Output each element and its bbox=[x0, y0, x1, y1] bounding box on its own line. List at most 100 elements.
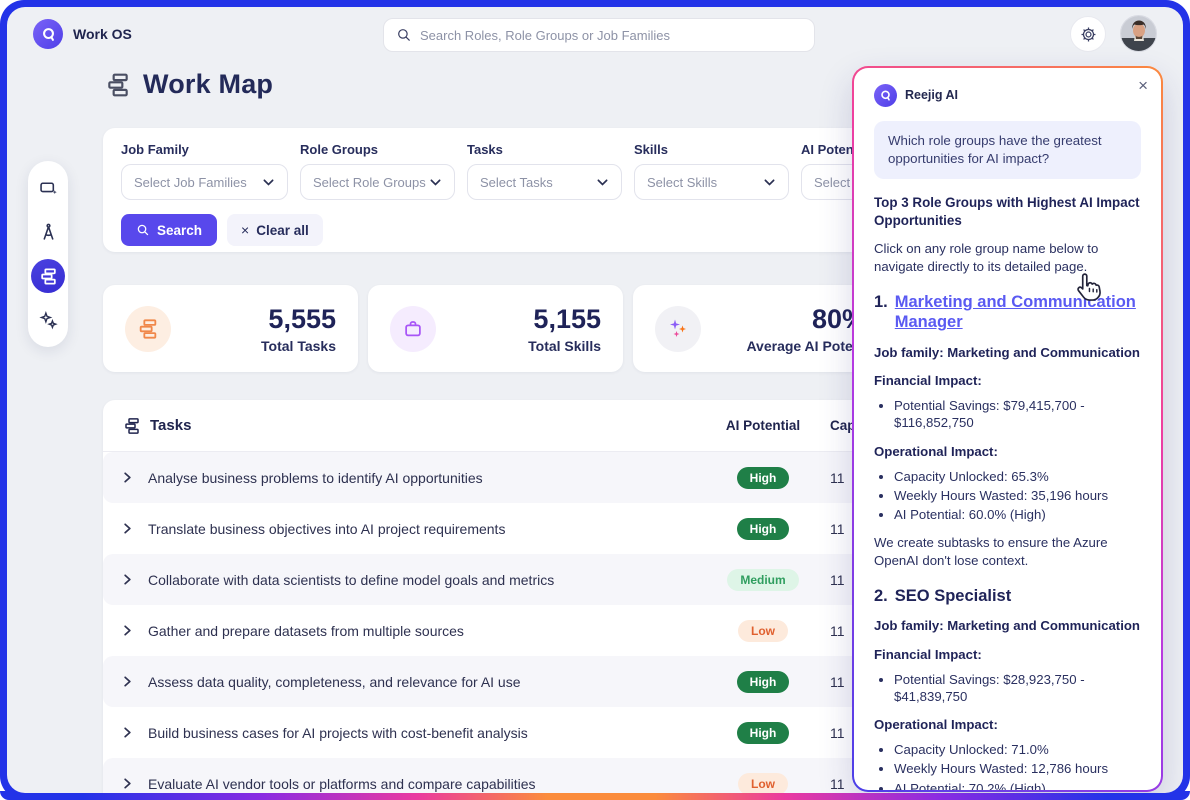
reejig-logo-icon bbox=[33, 19, 63, 49]
table-row[interactable]: Translate business objectives into AI pr… bbox=[103, 503, 888, 554]
task-label: Evaluate AI vendor tools or platforms an… bbox=[148, 775, 536, 792]
sidebar-item-ai[interactable] bbox=[31, 303, 65, 337]
sidebar-item-prompt-canvas[interactable] bbox=[31, 171, 65, 205]
stat-value: 5,155 bbox=[533, 303, 601, 334]
stat-label: Total Skills bbox=[528, 337, 601, 354]
capacity-cell: 11 bbox=[830, 520, 845, 537]
job-family-line: Job family: Marketing and Communication bbox=[874, 344, 1140, 360]
potential-cell: High bbox=[708, 466, 818, 489]
gear-icon bbox=[1081, 27, 1095, 41]
entry-note: We create subtasks to ensure the Azure O… bbox=[874, 535, 1108, 568]
chevron-right-icon[interactable] bbox=[121, 471, 134, 484]
capacity-cell: 11 bbox=[830, 673, 845, 690]
task-label: Gather and prepare datasets from multipl… bbox=[148, 622, 464, 639]
task-label: Analyse business problems to identify AI… bbox=[148, 469, 483, 486]
filter-field: Skills Select Skills bbox=[634, 142, 789, 200]
role-group-link[interactable]: Marketing and Communication Manager bbox=[894, 292, 1136, 332]
page-header: Work Map bbox=[105, 69, 273, 100]
chevron-right-icon[interactable] bbox=[121, 726, 134, 739]
chevron-right-icon[interactable] bbox=[121, 624, 134, 637]
chevron-right-icon[interactable] bbox=[121, 777, 134, 790]
page-title: Work Map bbox=[143, 69, 274, 99]
search-button-label: Search bbox=[157, 222, 203, 238]
side-rail bbox=[28, 161, 68, 347]
ai-potential-badge: Low bbox=[738, 772, 788, 793]
filter-label: Role Groups bbox=[300, 142, 379, 157]
stat-label: Total Tasks bbox=[261, 337, 336, 354]
operational-bullets: Capacity Unlocked: 71.0% Weekly Hours Was… bbox=[874, 741, 1141, 790]
filter-field: Role Groups Select Role Groups bbox=[300, 142, 455, 200]
filter-select[interactable]: Select Role Groups bbox=[300, 164, 455, 200]
answer-intro: Click on any role group name below to na… bbox=[874, 241, 1099, 274]
work-map-stack-icon bbox=[40, 268, 56, 284]
capacity-cell: 11 bbox=[830, 622, 845, 639]
operational-impact-heading: Operational Impact: bbox=[874, 717, 998, 733]
column-capacity: Cap bbox=[830, 418, 856, 433]
task-label: Translate business objectives into AI pr… bbox=[148, 520, 506, 537]
task-label: Build business cases for AI projects wit… bbox=[148, 724, 528, 741]
filter-placeholder: Select Tasks bbox=[480, 174, 553, 190]
table-row[interactable]: Build business cases for AI projects wit… bbox=[103, 707, 888, 758]
impact-bullet: Potential Savings: $79,415,700 - $116,85… bbox=[894, 397, 1141, 431]
potential-cell: High bbox=[708, 517, 818, 540]
potential-cell: High bbox=[708, 670, 818, 693]
reejig-ai-panel: × Reejig AI Which role groups have the g… bbox=[852, 66, 1163, 792]
entry-heading: 1. Marketing and Communication Manager bbox=[874, 292, 1141, 333]
task-label: Collaborate with data scientists to defi… bbox=[148, 571, 555, 588]
potential-cell: Medium bbox=[708, 568, 818, 591]
reejig-ai-panel-body: × Reejig AI Which role groups have the g… bbox=[854, 68, 1161, 790]
screen: Work OS Search Roles, Role Groups or Job… bbox=[7, 7, 1183, 793]
chevron-right-icon[interactable] bbox=[121, 522, 134, 535]
impact-bullet: Capacity Unlocked: 65.3% bbox=[894, 468, 1141, 485]
frame-gradient-bar bbox=[0, 791, 1190, 800]
table-title-label: Tasks bbox=[150, 417, 192, 434]
ai-sparkles-icon bbox=[38, 310, 58, 329]
potential-cell: Low bbox=[708, 619, 818, 642]
filter-actions: Search × Clear all bbox=[121, 214, 847, 246]
stat-value: 80% bbox=[811, 303, 866, 334]
sidebar-item-compass[interactable] bbox=[31, 215, 65, 249]
table-title: Tasks bbox=[123, 417, 708, 435]
filter-select[interactable]: Select Skills bbox=[634, 164, 789, 200]
chat-entries: 1. Marketing and Communication Manager J… bbox=[874, 292, 1141, 790]
hand-cursor-icon bbox=[1077, 273, 1101, 301]
sidebar-item-work-map[interactable] bbox=[31, 259, 65, 293]
chat-brand: Reejig AI bbox=[874, 84, 1141, 107]
search-button[interactable]: Search bbox=[121, 214, 218, 246]
close-icon[interactable]: × bbox=[1138, 76, 1148, 95]
table-row[interactable]: Assess data quality, completeness, and r… bbox=[103, 656, 888, 707]
impact-bullet: AI Potential: 60.0% (High) bbox=[894, 506, 1141, 523]
stat-card: 80% Average AI Potent bbox=[633, 285, 888, 372]
clear-all-button[interactable]: × Clear all bbox=[227, 214, 323, 246]
table-row[interactable]: Collaborate with data scientists to defi… bbox=[103, 554, 888, 605]
stat-card: 5,555 Total Tasks bbox=[103, 285, 358, 372]
stat-icon bbox=[125, 305, 171, 352]
financial-impact-heading: Financial Impact: bbox=[874, 373, 982, 389]
filter-placeholder: Select Skills bbox=[647, 174, 718, 190]
impact-bullet: AI Potential: 70.2% (High) bbox=[894, 780, 1141, 790]
table-row[interactable]: Analyse business problems to identify AI… bbox=[103, 452, 888, 503]
chevron-right-icon[interactable] bbox=[121, 675, 134, 688]
settings-button[interactable] bbox=[1070, 16, 1106, 52]
filter-card: Job Family Select Job Families Role Grou… bbox=[103, 128, 961, 252]
user-avatar[interactable] bbox=[1120, 15, 1157, 52]
filter-label: Skills bbox=[634, 142, 668, 157]
stat-icon bbox=[390, 305, 436, 352]
work-map-stack-icon bbox=[108, 73, 128, 96]
capacity-cell: 11 bbox=[830, 571, 845, 588]
chevron-right-icon[interactable] bbox=[121, 573, 134, 586]
capacity-cell: 11 bbox=[830, 775, 845, 792]
ai-potential-badge: High bbox=[736, 517, 790, 540]
global-search-input[interactable]: Search Roles, Role Groups or Job Familie… bbox=[383, 18, 815, 52]
filter-select[interactable]: Select Job Families bbox=[121, 164, 288, 200]
filter-label: Tasks bbox=[467, 142, 503, 157]
table-row[interactable]: Gather and prepare datasets from multipl… bbox=[103, 605, 888, 656]
chat-role-group-entry: 1. Marketing and Communication Manager J… bbox=[874, 292, 1141, 570]
filter-select[interactable]: Select Tasks bbox=[467, 164, 622, 200]
filter-placeholder: Select Role Groups bbox=[313, 174, 426, 190]
column-ai-potential: AI Potential bbox=[725, 418, 801, 433]
stat-icon bbox=[655, 305, 701, 352]
compass-icon bbox=[42, 223, 54, 240]
task-cell: Evaluate AI vendor tools or platforms an… bbox=[121, 776, 708, 792]
table-row[interactable]: Evaluate AI vendor tools or platforms an… bbox=[103, 758, 888, 793]
